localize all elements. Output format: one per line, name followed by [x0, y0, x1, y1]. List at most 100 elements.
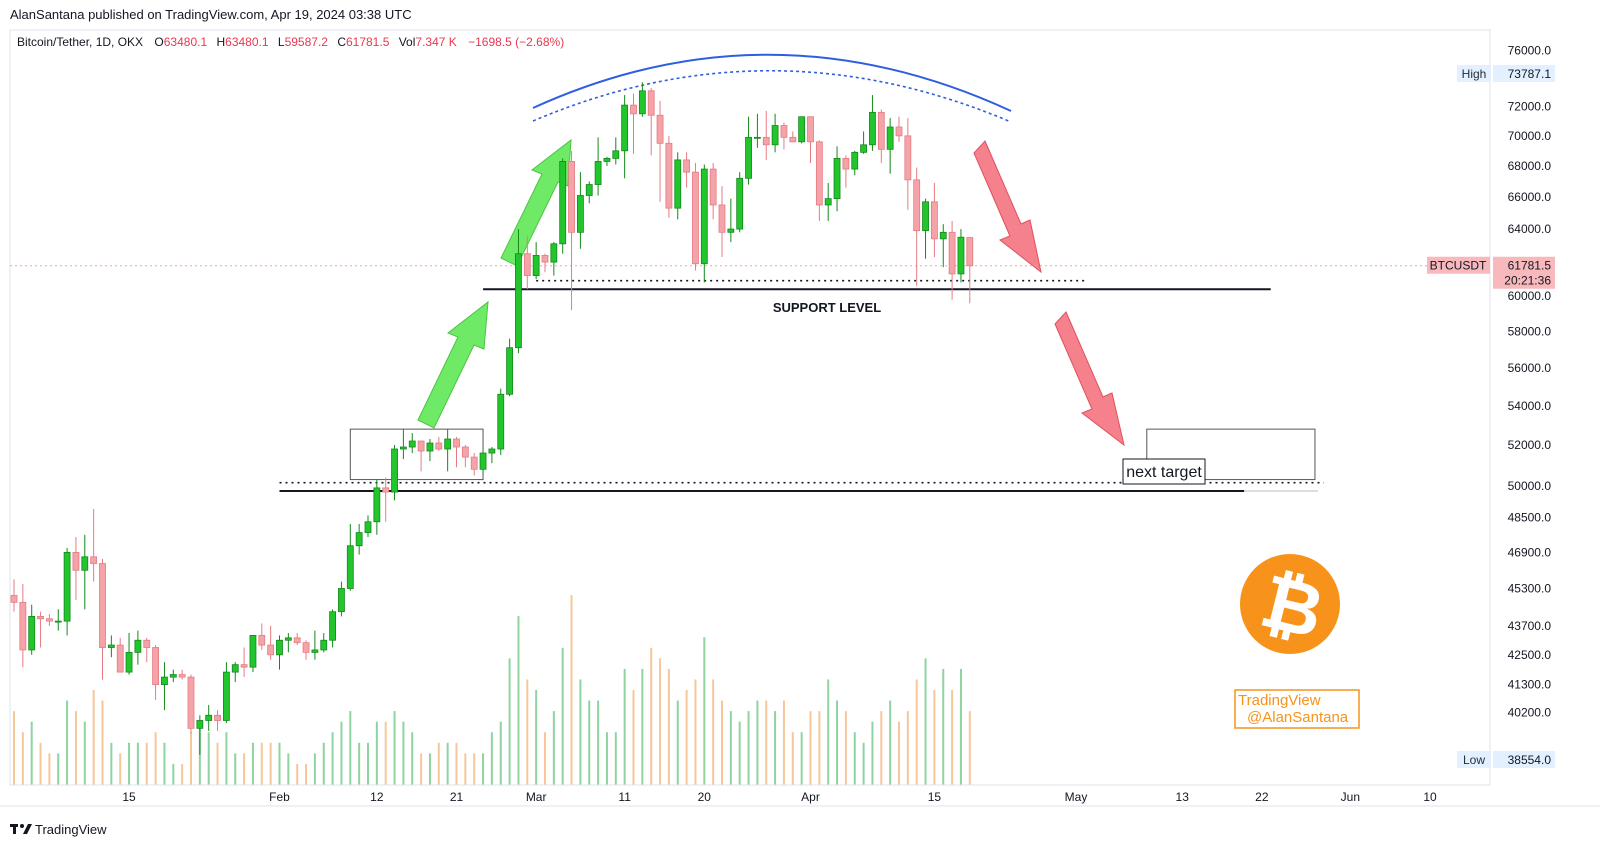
candle[interactable] — [134, 639, 142, 653]
candle[interactable] — [46, 618, 53, 622]
candle[interactable] — [329, 611, 337, 641]
candle[interactable] — [116, 644, 124, 673]
target-box[interactable] — [1146, 428, 1316, 481]
candle[interactable] — [391, 448, 398, 493]
candle[interactable] — [373, 487, 381, 523]
candle[interactable] — [284, 637, 292, 641]
top-arc-dotted[interactable] — [532, 70, 1012, 123]
candle[interactable] — [559, 161, 567, 245]
candle[interactable] — [665, 142, 673, 209]
candle[interactable] — [754, 136, 761, 139]
candle[interactable] — [125, 651, 133, 673]
candle[interactable] — [523, 253, 531, 276]
candle[interactable] — [709, 168, 717, 206]
candle[interactable] — [612, 150, 620, 159]
candle[interactable] — [638, 90, 646, 115]
candle[interactable] — [939, 231, 947, 240]
candle[interactable] — [382, 487, 390, 493]
candle[interactable] — [780, 125, 788, 138]
candle[interactable] — [258, 635, 266, 646]
candle[interactable] — [435, 442, 443, 450]
candle[interactable] — [10, 594, 18, 603]
candle[interactable] — [293, 637, 301, 644]
candle[interactable] — [860, 144, 867, 153]
candle[interactable] — [240, 664, 248, 668]
candle[interactable] — [196, 720, 204, 729]
candle[interactable] — [745, 136, 752, 179]
candle[interactable] — [506, 347, 514, 395]
candle[interactable] — [550, 243, 558, 263]
candle[interactable] — [886, 126, 894, 150]
candle[interactable] — [815, 141, 823, 206]
candle[interactable] — [399, 446, 407, 450]
candle[interactable] — [692, 171, 699, 265]
candle[interactable] — [798, 116, 806, 143]
candle[interactable] — [214, 714, 221, 721]
candle[interactable] — [957, 236, 965, 275]
candle[interactable] — [364, 521, 372, 533]
down-arrow-1[interactable] — [973, 140, 1042, 274]
candle[interactable] — [28, 615, 36, 651]
candle[interactable] — [267, 644, 275, 656]
candle[interactable] — [222, 671, 230, 721]
candle[interactable] — [276, 639, 283, 656]
candle[interactable] — [656, 114, 664, 144]
candle[interactable] — [577, 195, 584, 233]
candle[interactable] — [762, 136, 770, 146]
candle[interactable] — [833, 157, 841, 200]
candle[interactable] — [19, 601, 27, 651]
candle[interactable] — [99, 563, 106, 648]
candle[interactable] — [895, 126, 903, 137]
candle[interactable] — [931, 201, 938, 240]
candle[interactable] — [338, 588, 345, 613]
candle[interactable] — [453, 438, 460, 448]
candle[interactable] — [851, 151, 859, 170]
candle[interactable] — [63, 551, 71, 622]
candle[interactable] — [178, 674, 186, 678]
up-arrow-1[interactable] — [417, 300, 489, 429]
candle[interactable] — [913, 179, 921, 232]
candle[interactable] — [311, 649, 319, 653]
candle[interactable] — [877, 111, 885, 150]
candle[interactable] — [568, 161, 575, 233]
candle[interactable] — [674, 159, 682, 209]
candle[interactable] — [789, 136, 797, 143]
candle[interactable] — [922, 201, 929, 232]
candle[interactable] — [497, 393, 505, 450]
candle[interactable] — [408, 440, 416, 448]
candle[interactable] — [417, 440, 425, 452]
candle[interactable] — [541, 254, 549, 263]
candle[interactable] — [302, 642, 310, 653]
candle[interactable] — [488, 448, 496, 454]
candle[interactable] — [869, 111, 876, 146]
candle[interactable] — [594, 161, 602, 185]
candle[interactable] — [90, 556, 98, 564]
candle[interactable] — [842, 157, 850, 170]
candle[interactable] — [249, 635, 257, 668]
candle[interactable] — [515, 253, 522, 349]
candle[interactable] — [771, 125, 779, 146]
candle[interactable] — [736, 177, 744, 230]
candle[interactable] — [72, 551, 80, 571]
down-arrow-2[interactable] — [1054, 311, 1125, 447]
candle[interactable] — [143, 639, 151, 648]
candle[interactable] — [81, 556, 89, 571]
candle[interactable] — [621, 104, 629, 152]
candle[interactable] — [169, 674, 177, 678]
candle[interactable] — [807, 116, 814, 143]
candle[interactable] — [585, 184, 593, 196]
candle[interactable] — [161, 676, 168, 686]
candle[interactable] — [683, 159, 690, 173]
candle[interactable] — [700, 168, 708, 265]
candle[interactable] — [320, 639, 328, 651]
candle[interactable] — [205, 714, 213, 721]
candle[interactable] — [231, 664, 239, 673]
candle[interactable] — [426, 442, 434, 452]
candle[interactable] — [479, 452, 487, 470]
candle[interactable] — [37, 615, 44, 620]
candle[interactable] — [727, 228, 735, 233]
candle[interactable] — [647, 90, 655, 116]
candle[interactable] — [54, 620, 62, 623]
candle[interactable] — [346, 545, 354, 589]
candle[interactable] — [718, 204, 726, 233]
